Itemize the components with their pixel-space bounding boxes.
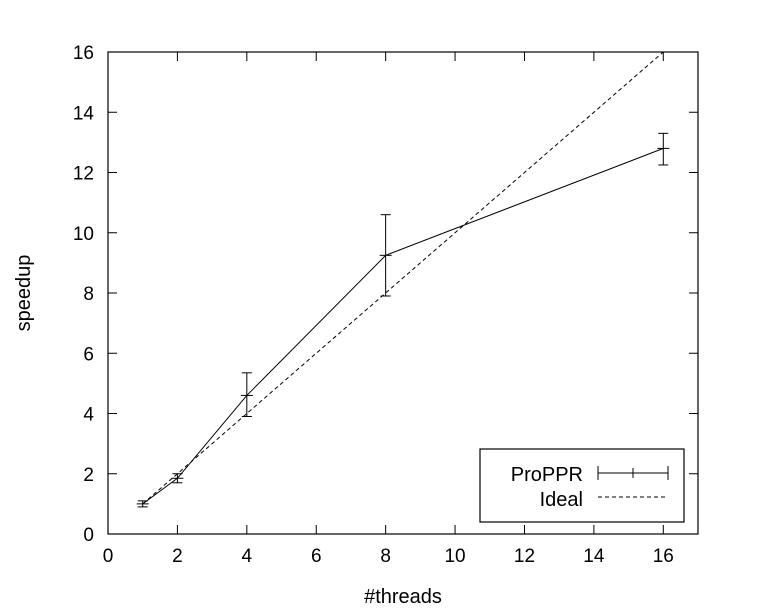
legend: ProPPR Ideal [479, 448, 685, 523]
x-tick-label: 10 [444, 546, 465, 567]
x-axis-title: #threads [364, 586, 442, 608]
x-tick-label: 16 [653, 546, 674, 567]
x-tick-label: 12 [514, 546, 535, 567]
y-axis-title: speedup [13, 255, 35, 332]
legend-label-proppr: ProPPR [511, 464, 583, 486]
series-layer [136, 51, 670, 508]
y-tick-label: 6 [83, 344, 94, 365]
x-tick-label: 4 [242, 546, 253, 567]
y-tick-label: 2 [83, 465, 94, 486]
legend-label-ideal: Ideal [540, 489, 583, 511]
axis-tick-labels: 0 2 4 6 8 10 12 14 16 0 2 4 6 8 10 12 14 16 [73, 43, 674, 567]
x-tick-label: 6 [311, 546, 322, 567]
y-tick-label: 8 [83, 284, 94, 305]
x-tick-label: 8 [380, 546, 391, 567]
legend-swatch-proppr [597, 466, 669, 480]
x-tick-label: 0 [103, 546, 114, 567]
y-tick-label: 16 [73, 43, 94, 64]
legend-box [479, 448, 685, 523]
y-tick-label: 0 [83, 525, 94, 546]
y-tick-label: 4 [83, 405, 94, 426]
x-tick-label: 2 [172, 546, 183, 567]
axis-ticks [107, 51, 698, 535]
y-tick-label: 10 [73, 224, 94, 245]
y-tick-label: 14 [73, 103, 95, 124]
series-line-ideal [142, 51, 664, 505]
x-tick-label: 14 [583, 546, 605, 567]
y-tick-label: 12 [73, 164, 94, 185]
